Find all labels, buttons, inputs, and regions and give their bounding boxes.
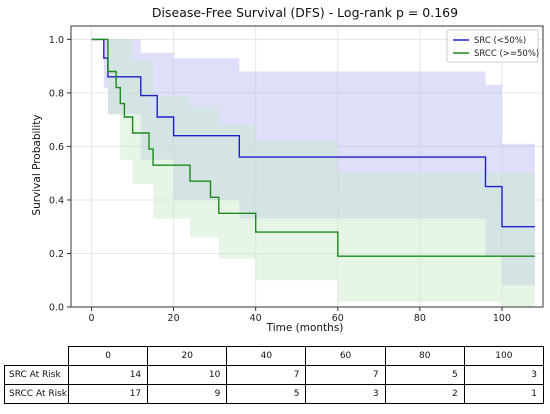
- y-axis-label: Survival Probability: [31, 114, 43, 215]
- y-tick-label: 0.6: [49, 142, 64, 153]
- risk-header-cell: 100: [463, 346, 545, 366]
- risk-cell: 10: [147, 365, 228, 385]
- legend-label: SRC (<50%): [474, 36, 526, 46]
- x-axis-label: Time (months): [266, 322, 344, 334]
- axis-ticks: 0 20 40 60 80 100 0.0 0.2 0.4 0.6 0.8 1.0: [49, 35, 511, 324]
- x-tick-label: 80: [414, 313, 426, 324]
- risk-cell: 5: [226, 384, 307, 404]
- plot-frame: [70, 25, 544, 308]
- risk-header-cell: 80: [384, 346, 465, 366]
- ci-band-src: [91, 39, 535, 286]
- risk-table-row-srcc: SRCC At Risk 17 9 5 3 2 1: [4, 384, 545, 404]
- x-tick-label: 60: [332, 313, 344, 324]
- x-tick-label: 0: [88, 313, 94, 324]
- survival-curves: [91, 38, 535, 257]
- risk-header-cell: 20: [147, 346, 228, 366]
- risk-table-row-src: SRC At Risk 14 10 7 7 5 3: [4, 365, 545, 385]
- risk-cell: 5: [384, 365, 465, 385]
- risk-cell: 17: [67, 384, 149, 404]
- survival-chart: Disease-Free Survival (DFS) - Log-rank p…: [31, 5, 544, 334]
- confidence-bands: [91, 39, 535, 308]
- risk-cell: 3: [463, 365, 545, 385]
- risk-table-header: 0 20 40 60 80 100: [4, 346, 545, 366]
- risk-row-label: SRCC At Risk: [4, 384, 69, 404]
- risk-header-cell: 0: [67, 346, 149, 366]
- y-tick-label: 0.8: [49, 88, 64, 99]
- risk-table: 0 20 40 60 80 100 SRC At Risk 14 10 7 7 …: [4, 346, 545, 404]
- risk-cell: 7: [305, 365, 386, 385]
- x-tick-label: 100: [493, 313, 511, 324]
- risk-cell: 1: [463, 384, 545, 404]
- y-tick-label: 0.2: [49, 249, 64, 260]
- y-tick-label: 0.4: [49, 195, 64, 206]
- y-tick-label: 1.0: [49, 35, 64, 46]
- risk-cell: 3: [305, 384, 386, 404]
- risk-cell: 7: [226, 365, 307, 385]
- x-tick-label: 40: [250, 313, 262, 324]
- legend: SRC (<50%) SRCC (>=50%): [446, 29, 539, 63]
- risk-table-corner: [4, 346, 69, 366]
- ci-band-srcc: [91, 39, 535, 308]
- legend-label: SRCC (>=50%): [474, 49, 539, 59]
- chart-title: Disease-Free Survival (DFS) - Log-rank p…: [152, 5, 458, 20]
- legend-box: [446, 29, 539, 63]
- risk-header-cell: 60: [305, 346, 386, 366]
- x-tick-label: 20: [168, 313, 180, 324]
- series-line-srcc: [91, 38, 535, 257]
- risk-cell: 14: [67, 365, 149, 385]
- risk-row-label: SRC At Risk: [4, 365, 69, 385]
- y-tick-label: 0.0: [49, 303, 64, 314]
- risk-header-cell: 40: [226, 346, 307, 366]
- risk-cell: 2: [384, 384, 465, 404]
- risk-cell: 9: [147, 384, 228, 404]
